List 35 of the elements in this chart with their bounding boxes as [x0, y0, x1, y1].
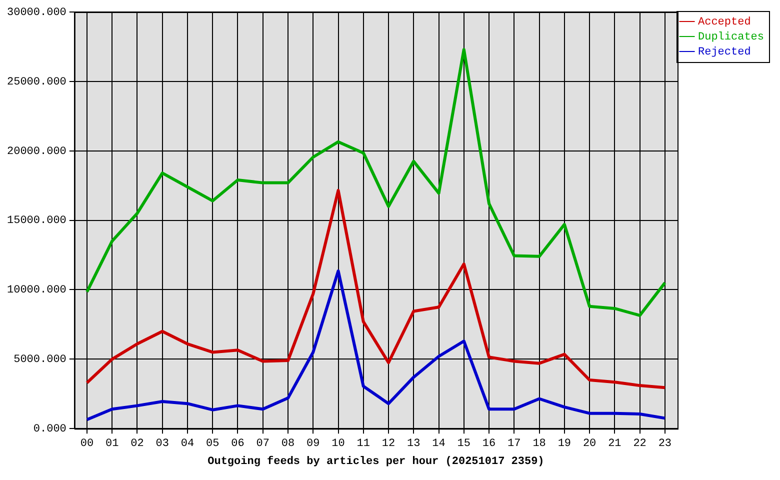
- x-tick-label: 10: [332, 438, 345, 450]
- y-tick-label: 25000.000: [6, 76, 66, 88]
- legend-label: Rejected: [698, 46, 751, 58]
- x-tick-label: 18: [532, 438, 546, 450]
- legend-label: Accepted: [698, 16, 751, 28]
- y-tick-label: 10000.000: [6, 284, 66, 297]
- x-tick-label: 11: [356, 438, 370, 450]
- y-tick-label: 15000.000: [6, 215, 66, 228]
- y-tick-label: 0.000: [33, 424, 66, 436]
- x-tick-label: 14: [432, 438, 446, 450]
- y-tick-label: 5000.000: [14, 354, 66, 366]
- x-tick-label: 03: [156, 438, 169, 450]
- x-tick-label: 21: [608, 438, 622, 450]
- y-tick-label: 30000.000: [6, 6, 66, 19]
- x-tick-label: 17: [508, 438, 521, 450]
- x-tick-label: 07: [256, 438, 270, 450]
- x-tick-label: 22: [633, 438, 646, 450]
- x-tick-label: 15: [457, 438, 470, 450]
- x-tick-label: 04: [180, 438, 194, 450]
- x-axis-title: Outgoing feeds by articles per hour (20251017 2359): [208, 455, 544, 468]
- y-tick-label: 20000.000: [6, 146, 66, 158]
- x-tick-label: 02: [130, 438, 144, 450]
- legend-label: Duplicates: [698, 31, 764, 44]
- x-tick-label: 05: [206, 438, 220, 450]
- x-tick-label: 06: [231, 438, 244, 450]
- x-tick-label: 01: [106, 438, 120, 450]
- x-tick-label: 20: [582, 438, 596, 450]
- x-tick-label: 00: [80, 438, 94, 450]
- x-tick-label: 13: [407, 438, 420, 450]
- x-tick-label: 12: [382, 438, 396, 450]
- x-tick-label: 09: [306, 438, 320, 450]
- x-tick-label: 23: [658, 438, 672, 450]
- x-tick-label: 16: [482, 438, 496, 450]
- x-tick-label: 19: [558, 438, 572, 450]
- x-tick-label: 08: [281, 438, 295, 450]
